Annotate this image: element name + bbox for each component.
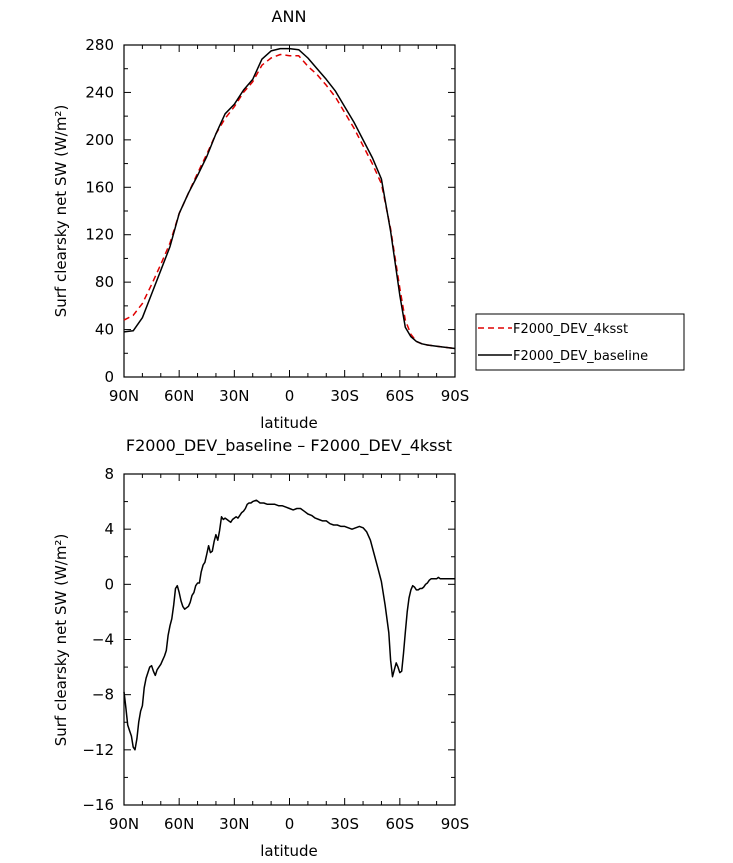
top-y-tick-label: 80 — [95, 273, 114, 291]
top-x-tick-label: 30S — [330, 387, 359, 405]
top-x-tick-label: 30N — [219, 387, 249, 405]
top-series-lines — [123, 47, 456, 350]
bottom-y-axis-label: Surf clearsky net SW (W/m²) — [52, 534, 70, 747]
bottom-x-ticks: 90N 60N 30N 0 30S 60S 90S — [109, 474, 469, 833]
top-y-axis-label: Surf clearsky net SW (W/m²) — [52, 105, 70, 318]
bottom-x-tick-label: 60S — [386, 815, 415, 833]
bottom-chart-title: F2000_DEV_baseline – F2000_DEV_4ksst — [126, 436, 452, 456]
legend-label-4ksst: F2000_DEV_4ksst — [513, 322, 628, 337]
top-x-ticks: 90N 60N 30N 0 30S 60S 90S — [109, 45, 469, 405]
top-series-line-f2000-dev-4ksst — [123, 53, 456, 350]
top-x-tick-label: 90S — [441, 387, 470, 405]
top-x-axis-label: latitude — [260, 414, 318, 432]
top-chart-title: ANN — [272, 7, 307, 26]
top-x-tick-label: 0 — [285, 387, 295, 405]
top-series-line-f2000-dev-baseline — [123, 47, 456, 350]
top-panel: ANN 0 40 80 120 160 200 240 280 90N 60N 30N 0 30S 60… — [52, 7, 685, 432]
top-y-ticks: 0 40 80 120 160 200 240 280 — [85, 36, 455, 386]
bottom-y-tick-label: −4 — [92, 631, 114, 649]
bottom-x-tick-label: 30S — [330, 815, 359, 833]
bottom-panel: F2000_DEV_baseline – F2000_DEV_4ksst −16… — [52, 436, 469, 860]
top-y-tick-label: 40 — [95, 321, 114, 339]
bottom-x-axis-label: latitude — [260, 842, 318, 860]
top-y-tick-label: 200 — [85, 131, 114, 149]
bottom-y-tick-label: 4 — [104, 520, 114, 538]
legend-label-baseline: F2000_DEV_baseline — [513, 349, 648, 364]
bottom-y-tick-label: 8 — [104, 465, 114, 483]
legend: F2000_DEV_4ksst F2000_DEV_baseline — [475, 313, 685, 371]
bottom-x-tick-label: 0 — [285, 815, 295, 833]
bottom-y-ticks: −16 −12 −8 −4 0 4 8 — [82, 465, 455, 814]
bottom-series-line-difference — [123, 499, 455, 751]
bottom-y-tick-label: 0 — [104, 575, 114, 593]
top-y-tick-label: 240 — [85, 83, 114, 101]
bottom-x-tick-label: 60N — [164, 815, 194, 833]
top-y-tick-label: 160 — [85, 178, 114, 196]
top-x-tick-label: 60N — [164, 387, 194, 405]
top-x-tick-label: 60S — [386, 387, 415, 405]
bottom-y-tick-label: −8 — [92, 686, 114, 704]
bottom-y-tick-label: −12 — [82, 741, 114, 759]
top-y-tick-label: 0 — [104, 368, 114, 386]
bottom-x-tick-label: 90N — [109, 815, 139, 833]
bottom-x-tick-label: 90S — [441, 815, 470, 833]
top-x-tick-label: 90N — [109, 387, 139, 405]
top-y-tick-label: 280 — [85, 36, 114, 54]
legend-box — [475, 313, 685, 371]
top-y-tick-label: 120 — [85, 226, 114, 244]
bottom-series-lines — [123, 499, 455, 751]
bottom-y-tick-label: −16 — [82, 796, 114, 814]
bottom-x-tick-label: 30N — [219, 815, 249, 833]
